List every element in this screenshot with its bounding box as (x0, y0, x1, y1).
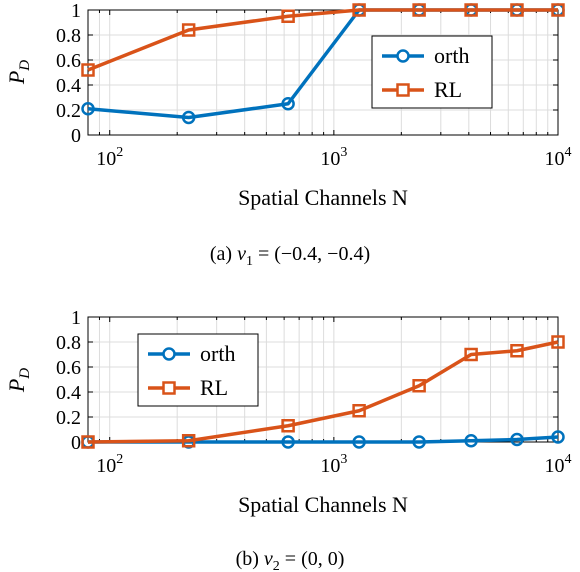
x-tick-exponent: 3 (340, 145, 347, 160)
series-rl (81, 335, 565, 449)
caption-rest: = (0, 0) (280, 548, 345, 570)
x-tick-label: 103 (320, 145, 347, 170)
x-tick-label: 102 (96, 452, 123, 477)
legend-marker-circle (162, 347, 176, 361)
legend-marker-circle (396, 49, 410, 63)
data-point-orth (81, 102, 95, 116)
legend-label: RL (434, 77, 462, 102)
x-tick-base: 10 (96, 148, 116, 170)
legend-item-orth: orth (148, 341, 235, 366)
x-tick-exponent: 2 (116, 145, 123, 160)
y-tick-label: 0 (71, 432, 81, 454)
y-axis-label: PD (4, 368, 33, 393)
data-point-rl (281, 419, 295, 433)
data-point-rl (281, 9, 295, 23)
series-line-rl (87, 340, 559, 444)
data-point-orth (464, 434, 478, 448)
legend: orth RL (137, 333, 259, 407)
x-tick-label: 102 (96, 145, 123, 170)
y-axis-label-main: P (4, 379, 29, 393)
legend-item-rl: RL (148, 375, 228, 400)
data-point-orth (352, 435, 366, 449)
series-rl (81, 3, 565, 77)
data-point-rl (181, 23, 196, 37)
data-point-rl (81, 435, 95, 449)
x-tick-base: 10 (320, 455, 340, 477)
legend: orth RL (371, 35, 493, 109)
series-line-orth (88, 435, 559, 444)
data-point-rl (551, 335, 565, 349)
y-tick-label: 0.6 (56, 50, 81, 72)
data-point-rl (412, 3, 426, 17)
caption: (a) ν1 = (−0.4, −0.4) (210, 243, 370, 269)
data-point-rl (510, 344, 524, 358)
y-tick-label: 0.4 (56, 75, 81, 97)
caption-label: (b) (236, 548, 264, 570)
y-tick-label: 0.8 (56, 332, 81, 354)
y-tick-label: 1 (71, 307, 81, 329)
legend-label: RL (200, 375, 228, 400)
x-tick-label: 103 (320, 452, 347, 477)
caption-math: ν (237, 243, 246, 265)
data-point-rl (412, 379, 426, 393)
y-axis-label: PD (4, 60, 33, 85)
data-point-rl (510, 3, 524, 17)
caption-label: (a) (210, 243, 237, 265)
x-tick-exponent: 2 (116, 452, 123, 467)
plot-frame (87, 9, 559, 136)
data-point-orth (281, 435, 295, 449)
caption-math: ν (264, 548, 273, 570)
x-tick-label: 104 (545, 145, 572, 170)
data-point-orth (281, 97, 295, 111)
x-tick-exponent: 4 (565, 145, 572, 160)
x-axis-label: Spatial Channels N (238, 492, 408, 517)
data-point-orth (181, 110, 196, 125)
data-point-rl (181, 434, 196, 448)
y-tick-label: 0.2 (56, 100, 81, 122)
legend-box (371, 35, 493, 109)
caption-rest: = (−0.4, −0.4) (253, 243, 370, 265)
legend-box (137, 333, 259, 407)
legend-item-orth: orth (382, 43, 469, 68)
y-tick-label: 0 (71, 125, 81, 147)
x-tick-exponent: 4 (565, 452, 572, 467)
data-point-orth (551, 430, 565, 444)
series-line-rl (87, 8, 558, 72)
y-tick-label: 0.4 (56, 382, 81, 404)
data-point-rl (352, 3, 366, 17)
legend-marker-square (396, 83, 410, 97)
x-tick-base: 10 (545, 455, 565, 477)
caption-subscript: 2 (273, 559, 280, 572)
x-tick-base: 10 (545, 148, 565, 170)
y-tick-label: 1 (71, 0, 81, 22)
data-point-orth (510, 432, 524, 447)
y-axis-label-subscript: D (17, 368, 33, 380)
legend-marker-square (162, 381, 176, 395)
y-axis-label-main: P (4, 71, 29, 85)
data-point-rl (81, 63, 95, 77)
data-point-rl (551, 3, 565, 17)
data-point-rl (352, 404, 366, 418)
caption: (b) ν2 = (0, 0) (236, 548, 345, 572)
y-tick-label: 0.2 (56, 407, 81, 429)
x-tick-exponent: 3 (340, 452, 347, 467)
y-axis-label-subscript: D (17, 60, 33, 72)
data-point-rl (464, 3, 478, 17)
y-tick-label: 0.6 (56, 357, 81, 379)
data-point-rl (464, 347, 478, 362)
y-tick-label: 0.8 (56, 25, 81, 47)
legend-label: orth (200, 341, 235, 366)
x-tick-base: 10 (320, 148, 340, 170)
legend-item-rl: RL (382, 77, 462, 102)
caption-subscript: 1 (246, 254, 253, 269)
x-tick-label: 104 (545, 452, 572, 477)
x-axis-label: Spatial Channels N (238, 185, 408, 210)
data-point-orth (412, 435, 426, 449)
x-tick-base: 10 (96, 455, 116, 477)
legend-label: orth (434, 43, 469, 68)
